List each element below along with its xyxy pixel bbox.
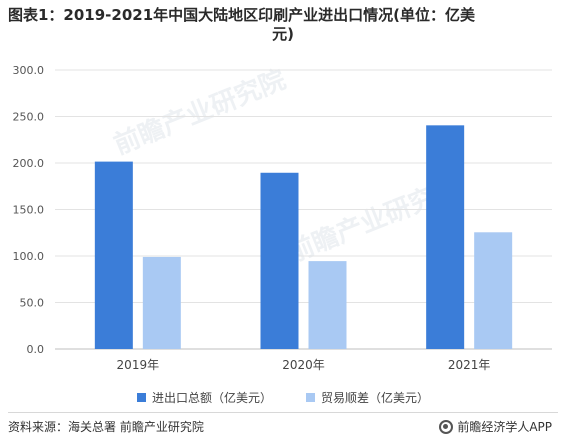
- source-note: 资料来源：海关总署 前瞻产业研究院: [8, 420, 204, 434]
- x-tick-label: 2021年: [448, 358, 491, 372]
- bar-surplus-0: [142, 256, 181, 349]
- bar-surplus-1: [308, 261, 347, 349]
- legend-label-total: 进出口总额（亿美元）: [151, 391, 272, 405]
- legend-swatch-surplus: [306, 393, 315, 402]
- brand-name: 前瞻经济学人APP: [457, 420, 552, 434]
- x-tick-label: 2019年: [117, 358, 160, 372]
- bar-surplus-2: [474, 232, 513, 349]
- title-line-2: 元): [272, 25, 294, 43]
- title-line-1: 图表1：2019-2021年中国大陆地区印刷产业进出口情况(单位：亿美: [8, 6, 476, 24]
- legend-label-surplus: 贸易顺差（亿美元）: [321, 391, 430, 405]
- bar-total-2: [426, 125, 465, 350]
- x-tick-label: 2020年: [282, 358, 325, 372]
- legend-item-surplus: 贸易顺差（亿美元）: [306, 389, 429, 406]
- y-tick-label: 50.0: [20, 297, 45, 310]
- legend-swatch-total: [136, 393, 146, 402]
- y-tick-label: 100.0: [13, 250, 45, 263]
- bar-total-0: [94, 161, 133, 349]
- legend-item-total: 进出口总额（亿美元）: [136, 389, 272, 406]
- y-tick-label: 250.0: [13, 111, 45, 124]
- brand-credit: 前瞻经济学人APP: [439, 418, 552, 435]
- y-tick-label: 200.0: [13, 157, 45, 170]
- footer-divider: [8, 412, 558, 413]
- chart-legend: 进出口总额（亿美元） 贸易顺差（亿美元）: [0, 389, 566, 406]
- bar-total-1: [260, 172, 299, 349]
- y-tick-label: 300.0: [13, 64, 45, 77]
- y-tick-label: 150.0: [13, 204, 45, 217]
- chart-title: 图表1：2019-2021年中国大陆地区印刷产业进出口情况(单位：亿美 元): [8, 6, 558, 44]
- bar-chart: 0.0 50.0 100.0 150.0 200.0 250.0 300.0 2019年 202…: [13, 64, 552, 372]
- brand-logo-icon: [439, 419, 454, 434]
- y-tick-label: 0.0: [27, 343, 45, 356]
